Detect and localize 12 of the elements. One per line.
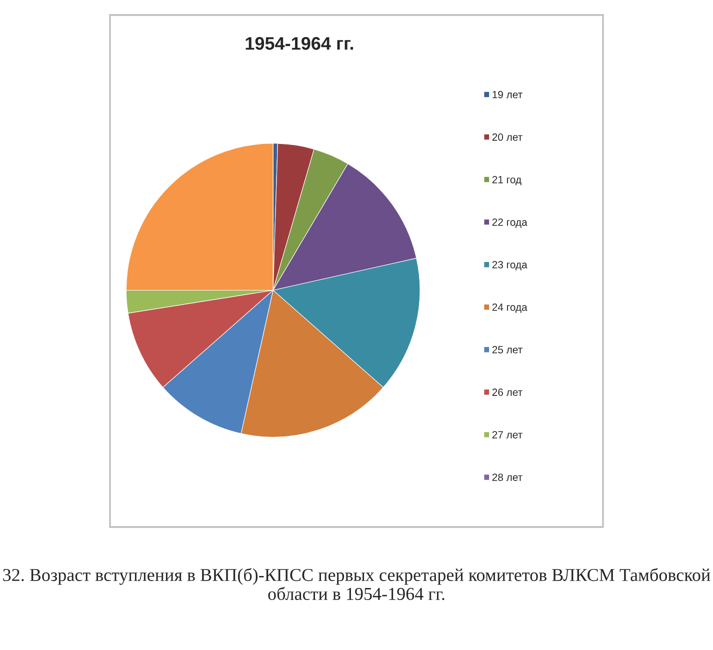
legend-label: 19 лет	[492, 90, 522, 98]
legend-label: 23 года	[492, 260, 528, 270]
legend-label: 22 года	[492, 218, 528, 228]
legend-label: 26 лет	[492, 388, 522, 396]
legend-label: 28 лет	[492, 474, 522, 481]
text: 32. Возраст вступления в ВКП(б)-КПСС первых секретарей комитетов ВЛКСМ Тамбовской области в 1954-1964 гг.	[3, 568, 710, 600]
chart-title: 1954-1964 гг.	[246, 37, 354, 50]
legend-label: 20 лет	[492, 133, 522, 141]
legend-label: 25 лет	[492, 346, 522, 354]
legend-label: 21 год	[492, 176, 522, 186]
legend-label: 24 года	[492, 304, 528, 313]
legend-label: 27 лет	[492, 431, 522, 438]
